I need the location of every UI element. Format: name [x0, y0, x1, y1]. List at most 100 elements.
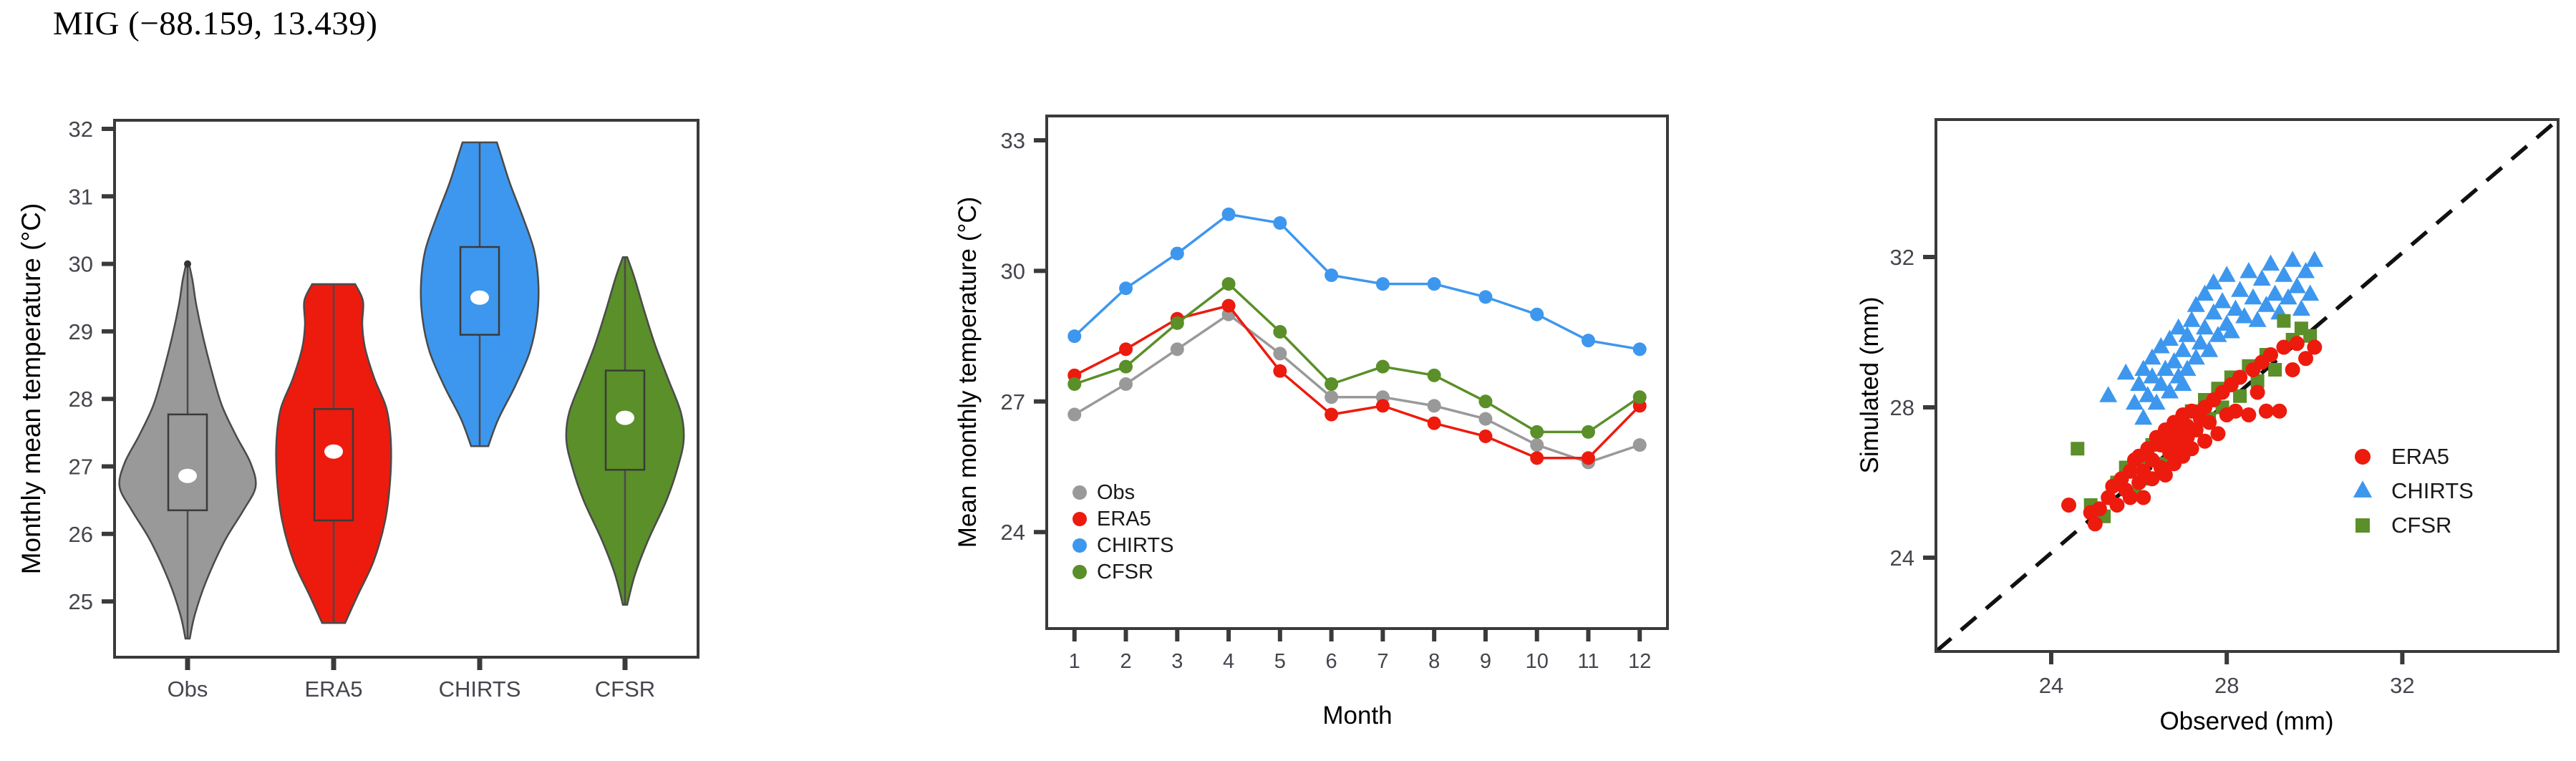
- data-point: [2122, 463, 2138, 479]
- data-point: [1325, 390, 1339, 404]
- legend-item-cfsr: CFSR: [1072, 561, 1153, 583]
- violin-chirts: CHIRTS: [420, 141, 540, 702]
- tick-label: 10: [1526, 650, 1549, 673]
- data-point: [2279, 288, 2297, 305]
- data-point: [2285, 362, 2300, 377]
- tick-label: CFSR: [2391, 513, 2451, 538]
- legend-item-era5: ERA5: [1072, 508, 1151, 530]
- legend-item-chirts: CHIRTS: [1072, 534, 1173, 557]
- data-point: [1427, 368, 1441, 382]
- data-point: [2165, 352, 2184, 369]
- data-point: [2217, 266, 2236, 282]
- data-point: [1427, 399, 1441, 413]
- legend-item-chirts: CHIRTS: [2353, 478, 2474, 503]
- data-point: [2305, 251, 2324, 267]
- data-point: [1119, 359, 1133, 374]
- data-point: [2139, 386, 2157, 402]
- data-point: [2204, 303, 2223, 320]
- data-point: [2143, 348, 2161, 365]
- data-point: [2178, 326, 2197, 342]
- tick-label: CHIRTS: [1097, 534, 1173, 557]
- tick-label: 24: [2039, 673, 2063, 698]
- data-point: [2182, 311, 2201, 327]
- box-iqr: [167, 413, 208, 512]
- data-point: [1530, 425, 1544, 439]
- plot-box: [1045, 115, 1669, 630]
- line-series-obs: [1067, 307, 1647, 470]
- tick-label: 31: [69, 184, 93, 209]
- data-point: [2161, 382, 2179, 399]
- legend-marker-icon: [1072, 538, 1087, 553]
- tick-label: 27: [69, 455, 93, 480]
- data-point: [2303, 329, 2318, 343]
- legend-item-cfsr: CFSR: [2355, 513, 2451, 538]
- data-point: [2232, 369, 2248, 385]
- data-point: [2061, 498, 2077, 513]
- scatter-x-axis-label: Observed (mm): [2159, 707, 2334, 735]
- data-point: [2235, 307, 2254, 324]
- tick-label: 9: [1480, 650, 1491, 673]
- data-point: [2275, 266, 2293, 282]
- data-point: [2283, 251, 2302, 267]
- violin-obs: Obs: [118, 260, 257, 702]
- data-point: [1632, 390, 1647, 404]
- tick-label: 25: [69, 589, 93, 614]
- data-point: [1478, 412, 1493, 426]
- tick-label: Obs: [168, 677, 208, 702]
- median-dot: [470, 290, 489, 305]
- data-point: [2140, 441, 2156, 457]
- data-point: [2353, 480, 2373, 498]
- data-point: [2071, 442, 2085, 456]
- line-series-era5: [1067, 299, 1647, 465]
- data-point: [2266, 284, 2285, 301]
- data-point: [1119, 377, 1133, 391]
- tick-label: 3: [1171, 650, 1183, 673]
- data-point: [2258, 403, 2274, 419]
- data-point: [2250, 384, 2265, 400]
- data-point: [2268, 363, 2282, 377]
- tick-label: 33: [1001, 128, 1025, 153]
- series-line: [1073, 213, 1640, 351]
- data-point: [2147, 393, 2166, 410]
- data-point: [2263, 347, 2278, 362]
- tick-label: 28: [1890, 395, 1914, 420]
- data-point: [2156, 359, 2174, 376]
- tick-label: CHIRTS: [439, 677, 521, 702]
- data-point: [2257, 296, 2275, 312]
- data-point: [2226, 299, 2245, 316]
- data-point: [2307, 339, 2323, 355]
- tick-label: CFSR: [1097, 561, 1153, 583]
- violin-cfsr: CFSR: [565, 256, 685, 702]
- data-point: [1375, 399, 1390, 413]
- tick-label: 32: [2390, 673, 2414, 698]
- data-point: [2231, 281, 2250, 297]
- data-point: [1427, 277, 1441, 291]
- data-point: [2241, 407, 2257, 422]
- tick-label: CHIRTS: [2391, 478, 2474, 503]
- data-point: [1581, 425, 1595, 439]
- data-point: [2202, 415, 2217, 430]
- tick-label: 12: [1628, 650, 1651, 673]
- data-point: [1119, 281, 1133, 296]
- data-point: [2210, 426, 2226, 442]
- data-point: [1273, 216, 1287, 231]
- data-point: [1427, 416, 1441, 430]
- tick-label: ERA5: [305, 677, 363, 702]
- data-point: [2122, 490, 2138, 505]
- tick-label: 28: [69, 387, 93, 412]
- violin-y-axis-label: Monthly mean temperature (°C): [16, 203, 46, 575]
- violin-plot-panel: 25 26 27 28 29 30 31 32 Obs ERA5 CHIRTS CFSR: [69, 117, 699, 702]
- data-point: [2240, 262, 2258, 278]
- median-dot: [616, 410, 634, 425]
- data-point: [2169, 318, 2188, 335]
- tick-label: 24: [1001, 520, 1025, 545]
- data-point: [1170, 316, 1184, 330]
- data-point: [2161, 329, 2179, 346]
- scatter-series-era5: [2061, 336, 2323, 532]
- data-point: [2276, 339, 2292, 355]
- data-point: [1067, 407, 1082, 422]
- data-point: [1221, 277, 1236, 291]
- tick-label: 6: [1326, 650, 1337, 673]
- data-point: [2354, 448, 2371, 465]
